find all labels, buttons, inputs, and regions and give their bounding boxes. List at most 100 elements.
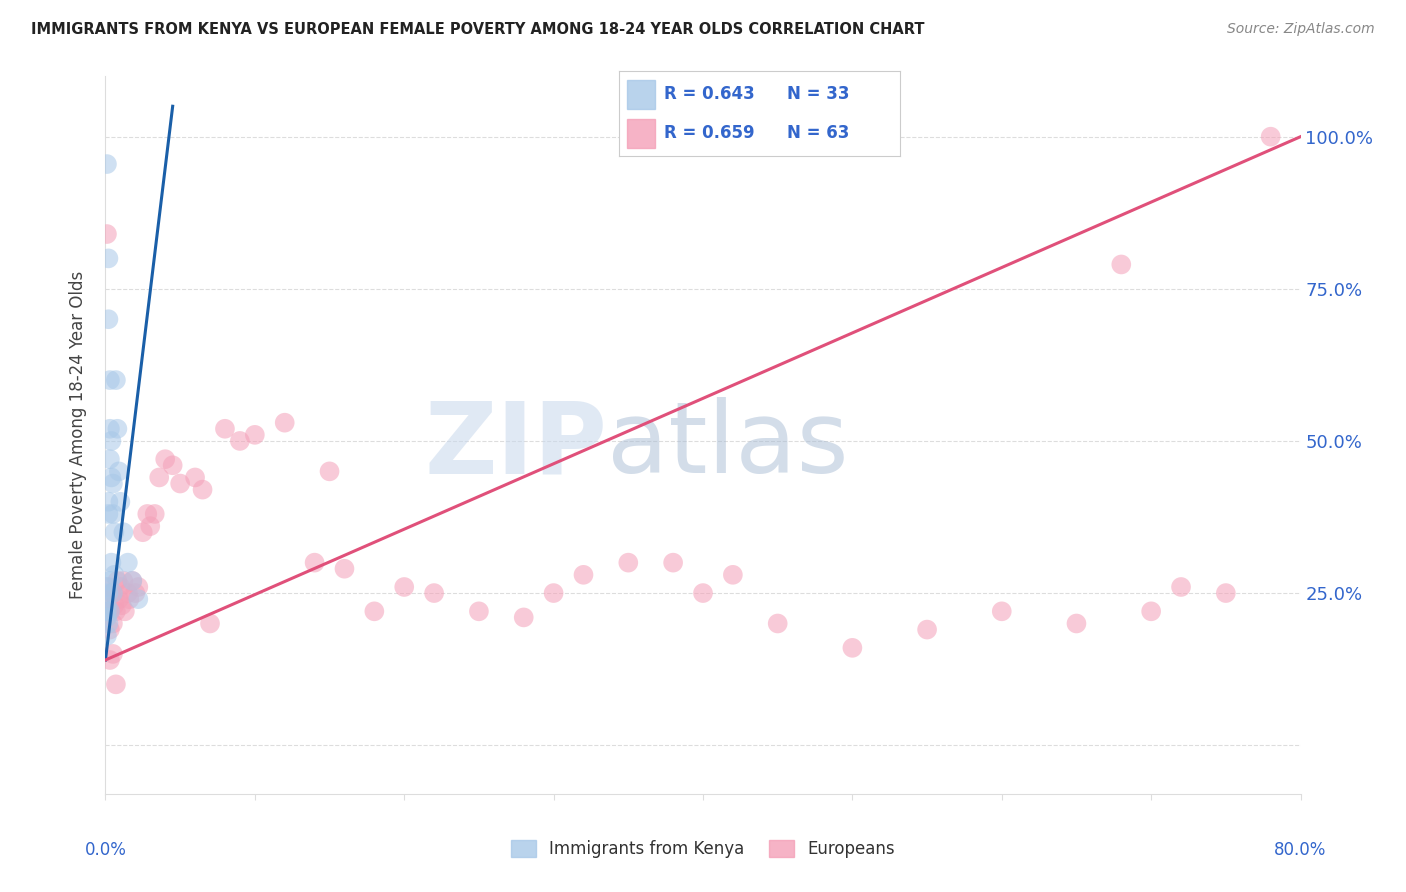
Point — [96, 629, 118, 643]
Text: IMMIGRANTS FROM KENYA VS EUROPEAN FEMALE POVERTY AMONG 18-24 YEAR OLDS CORRELATI: IMMIGRANTS FROM KENYA VS EUROPEAN FEMALE… — [31, 22, 924, 37]
Point — [617, 556, 640, 570]
Point — [468, 604, 491, 618]
Point — [304, 556, 326, 570]
Point — [97, 507, 120, 521]
Point — [721, 567, 744, 582]
Point — [136, 507, 159, 521]
Point — [104, 373, 127, 387]
Point — [841, 640, 863, 655]
Point — [662, 556, 685, 570]
Point — [103, 525, 125, 540]
Point — [117, 556, 139, 570]
Text: N = 63: N = 63 — [787, 124, 849, 142]
Point — [100, 556, 122, 570]
Point — [1170, 580, 1192, 594]
Legend: Immigrants from Kenya, Europeans: Immigrants from Kenya, Europeans — [505, 833, 901, 864]
Point — [107, 574, 129, 588]
Point — [103, 567, 125, 582]
Point — [101, 476, 124, 491]
Point — [513, 610, 536, 624]
Point — [363, 604, 385, 618]
Point — [318, 464, 340, 478]
Point — [96, 227, 118, 241]
Point — [1066, 616, 1088, 631]
Point — [100, 586, 122, 600]
Point — [107, 422, 129, 436]
Point — [114, 604, 136, 618]
Text: ZIP: ZIP — [425, 397, 607, 494]
Point — [127, 592, 149, 607]
Bar — [627, 80, 655, 109]
Point — [101, 586, 124, 600]
Point — [96, 157, 118, 171]
Point — [572, 567, 595, 582]
Point — [108, 464, 131, 478]
Point — [121, 574, 143, 588]
Text: Source: ZipAtlas.com: Source: ZipAtlas.com — [1227, 22, 1375, 37]
Text: R = 0.659: R = 0.659 — [664, 124, 754, 142]
Point — [98, 623, 121, 637]
Point — [132, 525, 155, 540]
Point — [101, 507, 124, 521]
Point — [97, 580, 120, 594]
Point — [110, 580, 132, 594]
Point — [104, 604, 127, 618]
Point — [110, 495, 132, 509]
Point — [108, 592, 131, 607]
Point — [111, 599, 134, 613]
Text: N = 33: N = 33 — [787, 86, 849, 103]
Point — [96, 610, 118, 624]
Point — [118, 592, 141, 607]
Point — [148, 470, 170, 484]
Point — [214, 422, 236, 436]
Point — [103, 599, 125, 613]
Point — [96, 604, 118, 618]
Point — [101, 647, 124, 661]
Point — [990, 604, 1012, 618]
Point — [112, 574, 135, 588]
Point — [162, 458, 184, 473]
Point — [198, 616, 221, 631]
Point — [229, 434, 252, 448]
Point — [97, 616, 120, 631]
Point — [98, 653, 121, 667]
Point — [143, 507, 166, 521]
Y-axis label: Female Poverty Among 18-24 Year Olds: Female Poverty Among 18-24 Year Olds — [69, 271, 87, 599]
Point — [97, 252, 120, 266]
Point — [273, 416, 295, 430]
Point — [121, 574, 143, 588]
Point — [98, 422, 121, 436]
Text: R = 0.643: R = 0.643 — [664, 86, 755, 103]
Point — [692, 586, 714, 600]
Text: 80.0%: 80.0% — [1274, 840, 1327, 859]
Point — [97, 495, 120, 509]
Point — [1260, 129, 1282, 144]
Point — [101, 586, 124, 600]
Point — [98, 604, 121, 618]
Point — [124, 586, 146, 600]
Point — [423, 586, 446, 600]
Point — [1111, 257, 1133, 271]
Point — [104, 677, 127, 691]
Point — [1215, 586, 1237, 600]
Point — [101, 616, 124, 631]
Text: 0.0%: 0.0% — [84, 840, 127, 859]
Bar — [627, 119, 655, 147]
Text: atlas: atlas — [607, 397, 849, 494]
Point — [155, 452, 177, 467]
Point — [100, 470, 122, 484]
Point — [394, 580, 416, 594]
Point — [97, 604, 120, 618]
Point — [112, 525, 135, 540]
Point — [1140, 604, 1163, 618]
Point — [97, 312, 120, 326]
Point — [98, 604, 121, 618]
Point — [543, 586, 565, 600]
Point — [96, 580, 118, 594]
Point — [139, 519, 162, 533]
Point — [97, 586, 120, 600]
Point — [96, 599, 118, 613]
Point — [915, 623, 938, 637]
Point — [191, 483, 214, 497]
Point — [169, 476, 191, 491]
